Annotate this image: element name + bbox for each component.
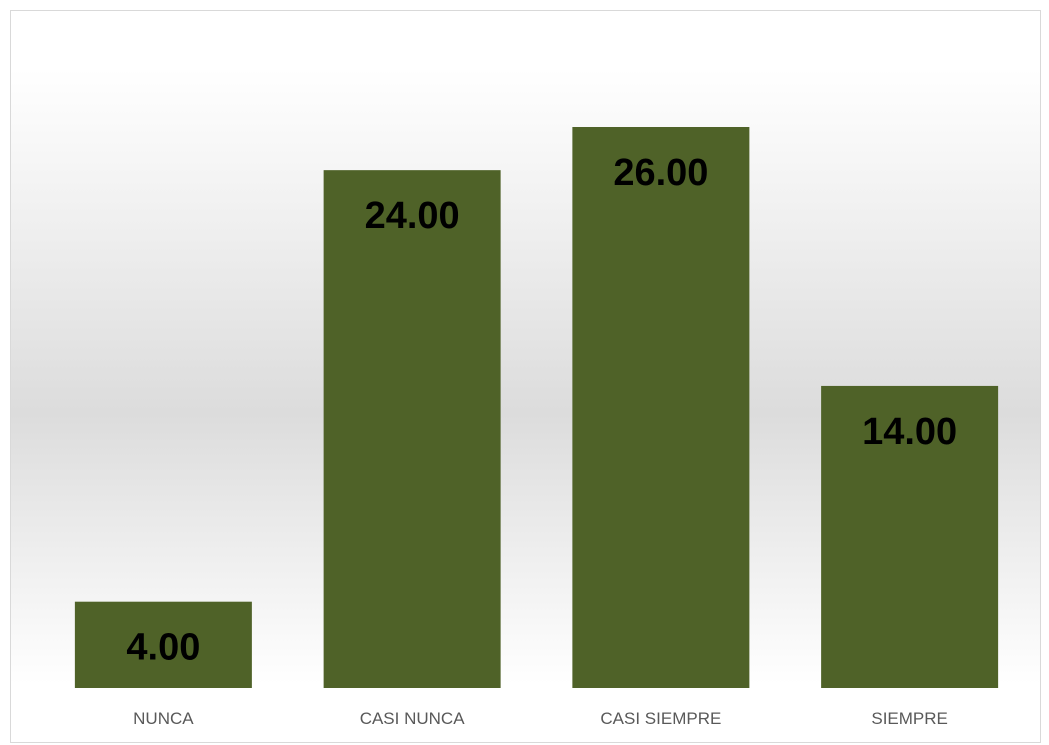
- bar: [572, 127, 750, 688]
- x-tick-label: NUNCA: [133, 709, 194, 728]
- bar: [323, 170, 501, 689]
- bar: [74, 601, 252, 688]
- data-label: 26.00: [613, 152, 708, 194]
- x-tick-label: SIEMPRE: [871, 709, 948, 728]
- x-tick-label: CASI NUNCA: [360, 709, 466, 728]
- x-tick-label: CASI SIEMPRE: [600, 709, 721, 728]
- data-label: 24.00: [365, 195, 460, 237]
- data-label: 4.00: [126, 627, 200, 669]
- data-label: 14.00: [862, 411, 957, 453]
- bar: [821, 385, 999, 688]
